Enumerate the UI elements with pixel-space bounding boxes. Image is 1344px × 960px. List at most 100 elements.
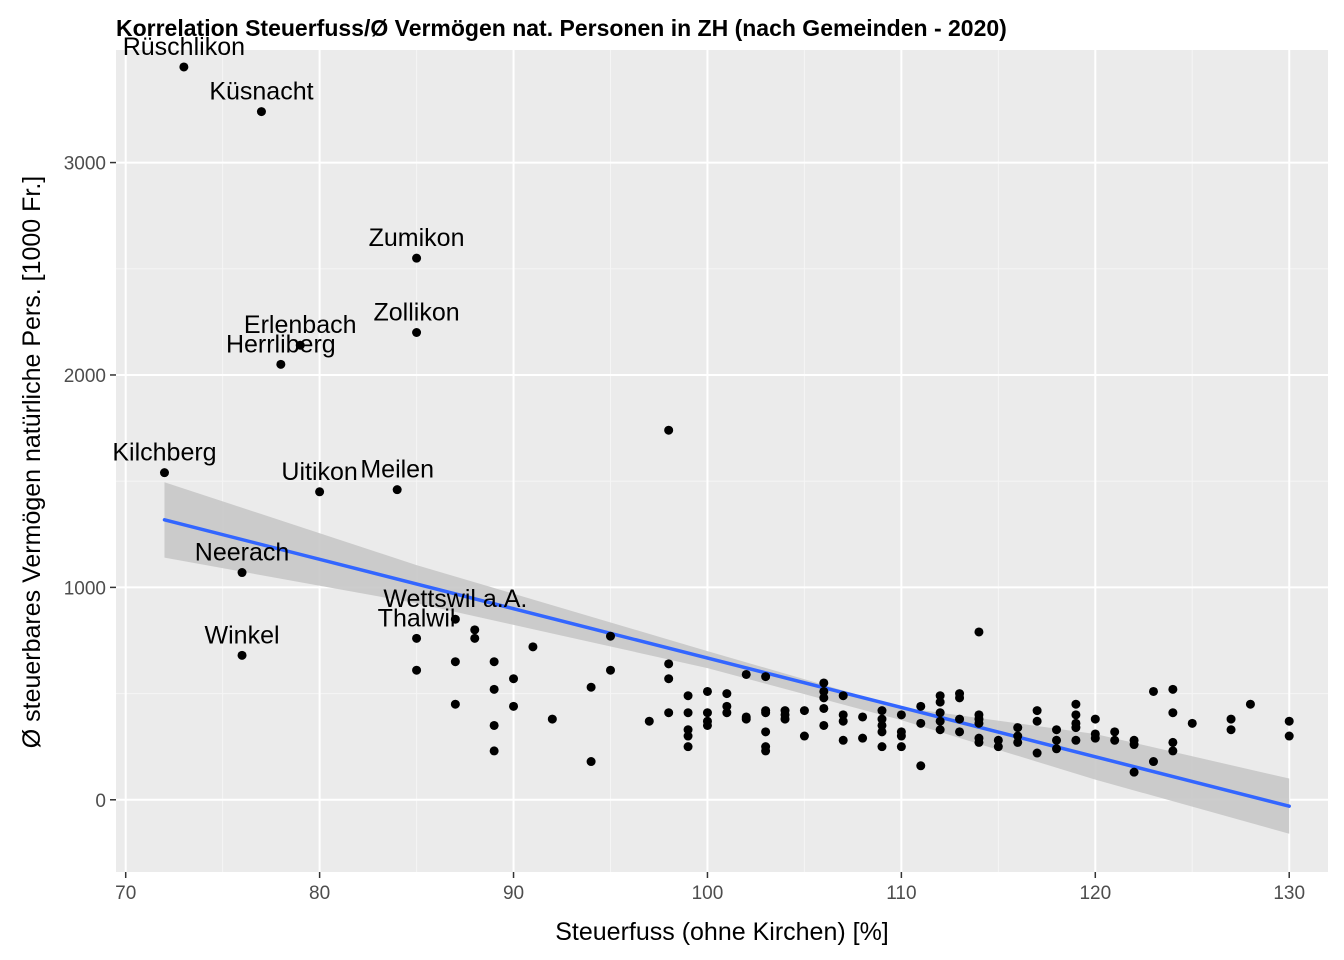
point-label: Zumikon (369, 224, 465, 252)
point-label: Uitikon (281, 458, 357, 486)
data-point (683, 731, 693, 741)
x-tick-label: 130 (1273, 883, 1305, 904)
data-point (605, 631, 615, 641)
panel-background (116, 50, 1328, 872)
data-point (683, 725, 693, 735)
point-labels: Rüschlikon Küsnacht Zumikon Zollikon Erlenba… (112, 33, 527, 649)
x-tick-label: 90 (503, 883, 524, 904)
data-point (877, 742, 887, 752)
data-point (1129, 767, 1139, 777)
data-point (1226, 725, 1236, 735)
data-point (799, 706, 809, 716)
data-point (1284, 731, 1294, 741)
point-label: Neerach (195, 539, 290, 567)
data-point (664, 659, 674, 669)
data-point (955, 714, 965, 724)
x-axis: 70 80 90 100 110 120 130 (115, 872, 1305, 904)
data-point (935, 691, 945, 701)
data-point (489, 746, 499, 756)
data-point (1245, 699, 1255, 709)
data-point (605, 665, 615, 675)
point-label: Erlenbach (244, 311, 357, 339)
data-point (1071, 735, 1081, 745)
grid (116, 50, 1328, 872)
trend-line (162, 518, 1291, 808)
point-label: Meilen (360, 456, 434, 484)
data-point (896, 731, 906, 741)
data-point (1168, 684, 1178, 694)
data-point (1226, 714, 1236, 724)
data-point (1168, 708, 1178, 718)
data-point (683, 708, 693, 718)
data-point (935, 697, 945, 707)
data-point (1168, 746, 1178, 756)
data-point (819, 686, 829, 696)
labeled-data-point (237, 568, 247, 578)
data-point (741, 669, 751, 679)
data-point (761, 746, 771, 756)
data-point (1013, 737, 1023, 747)
y-tick-label: 0 (95, 791, 106, 812)
point-label: Winkel (205, 621, 280, 649)
data-point (819, 703, 829, 713)
data-point (470, 633, 480, 643)
data-point (1129, 740, 1139, 750)
labeled-data-point (295, 340, 305, 350)
point-label: Küsnacht (209, 78, 313, 106)
data-point (741, 714, 751, 724)
y-axis-title: Ø steuerbares Vermögen natürliche Pers. … (18, 176, 46, 749)
confidence-band (164, 482, 1290, 834)
data-point (935, 716, 945, 726)
labeled-data-point (159, 468, 169, 478)
data-point (1187, 718, 1197, 728)
point-label: Herrliberg (226, 330, 336, 358)
trend-line-path (162, 518, 1291, 808)
data-point (1110, 727, 1120, 737)
data-point (819, 678, 829, 688)
point-label: Rüschlikon (123, 33, 245, 61)
data-point (722, 708, 732, 718)
confidence-band-area (164, 482, 1290, 834)
data-point (799, 731, 809, 741)
data-point (1052, 735, 1062, 745)
data-point (974, 627, 984, 637)
data-point (916, 701, 926, 711)
point-label: Kilchberg (112, 439, 216, 467)
labeled-data-point (179, 62, 189, 72)
data-point (877, 706, 887, 716)
labeled-data-point (412, 327, 422, 337)
x-tick-label: 110 (886, 883, 916, 904)
data-point (761, 727, 771, 737)
data-point (935, 708, 945, 718)
x-tick-label: 80 (309, 883, 330, 904)
data-point (722, 689, 732, 699)
data-point (1052, 725, 1062, 735)
data-points (159, 62, 1294, 777)
labeled-data-point (412, 633, 422, 643)
labeled-data-point (412, 253, 422, 263)
data-point (1032, 748, 1042, 758)
data-point (722, 701, 732, 711)
data-point (1032, 706, 1042, 716)
y-tick-label: 2000 (64, 366, 106, 387)
data-point (702, 720, 712, 730)
data-point (838, 735, 848, 745)
data-point (702, 686, 712, 696)
data-point (955, 727, 965, 737)
data-point (489, 657, 499, 667)
data-point (1110, 735, 1120, 745)
data-point (935, 725, 945, 735)
data-point (1032, 716, 1042, 726)
data-point (838, 691, 848, 701)
data-point (547, 714, 557, 724)
data-point (1090, 714, 1100, 724)
data-point (489, 684, 499, 694)
data-point (1148, 686, 1158, 696)
data-point (780, 714, 790, 724)
data-point (877, 720, 887, 730)
data-point (993, 735, 1003, 745)
data-point (1071, 723, 1081, 733)
data-point (528, 642, 538, 652)
data-point (1168, 737, 1178, 747)
data-point (993, 742, 1003, 752)
